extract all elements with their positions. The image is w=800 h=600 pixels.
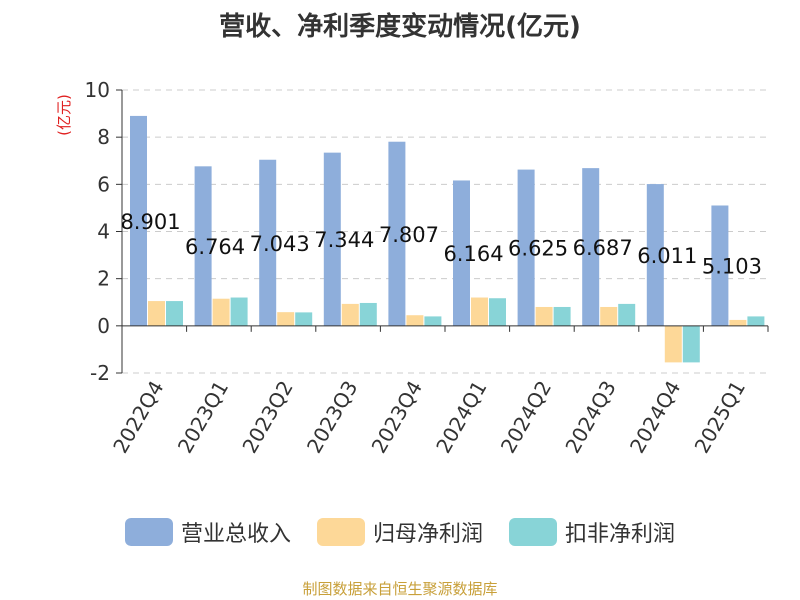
x-tick-label: 2023Q1 (173, 377, 233, 458)
legend-swatch-revenue (124, 518, 173, 546)
bar-2 (148, 301, 165, 326)
legend-swatch-net-profit (316, 518, 365, 546)
data-label: 6.625 (508, 237, 568, 261)
data-label: 6.011 (637, 244, 697, 268)
bar-3 (166, 301, 183, 326)
bar-2 (341, 303, 359, 326)
legend: 营业总收入 归母净利润 扣非净利润 (0, 516, 800, 548)
data-label: 6.764 (185, 235, 245, 259)
legend-label-revenue: 营业总收入 (180, 522, 291, 547)
bar-3 (230, 297, 248, 326)
bar-1 (646, 184, 664, 326)
x-tick-label: 2024Q1 (431, 377, 491, 458)
bar-3 (747, 316, 765, 326)
bar-1 (259, 159, 277, 326)
data-label: 6.164 (443, 242, 503, 266)
data-label: 7.807 (379, 223, 439, 247)
bar-3 (618, 303, 636, 326)
bar-2 (471, 297, 488, 326)
bar-2 (406, 315, 424, 326)
bar-1 (323, 152, 341, 326)
x-tick-label: 2025Q1 (690, 377, 750, 458)
data-label: 7.043 (250, 232, 310, 256)
legend-item-net-profit[interactable]: 归母净利润 (316, 516, 483, 548)
bar-3 (682, 325, 700, 363)
bar-3 (424, 316, 442, 326)
legend-label-deducted-profit: 扣非净利润 (565, 522, 676, 547)
legend-swatch-deducted-profit (509, 518, 557, 546)
chart-source: 制图数据来自恒生聚源数据库 (302, 580, 498, 598)
x-tick-label: 2023Q3 (302, 377, 362, 458)
y-tick-label: 10 (85, 78, 110, 102)
bar-2 (664, 325, 682, 363)
y-tick-label: 4 (97, 220, 110, 244)
legend-label-net-profit: 归母净利润 (372, 522, 483, 547)
x-tick-label: 2023Q2 (237, 377, 297, 458)
bar-1 (711, 205, 729, 326)
y-axis-label: (亿元) (55, 94, 73, 136)
bar-1 (582, 168, 600, 326)
bar-1 (130, 115, 147, 326)
bar-3 (489, 298, 506, 326)
y-tick-label: 8 (97, 125, 110, 149)
x-tick-label: 2024Q2 (496, 377, 556, 458)
bars (130, 115, 765, 363)
y-tick-label: 2 (97, 267, 110, 291)
y-tick-label: 0 (97, 314, 110, 338)
bar-3 (359, 302, 377, 326)
bar-1 (194, 166, 212, 326)
x-tick-label: 2023Q4 (367, 377, 427, 458)
legend-item-revenue[interactable]: 营业总收入 (124, 516, 291, 548)
x-tick-label: 2024Q4 (625, 377, 685, 458)
y-tick-label: -2 (90, 361, 110, 385)
bar-1 (453, 180, 470, 326)
bar-1 (517, 169, 535, 326)
y-tick-label: 6 (97, 172, 110, 196)
data-label: 5.103 (702, 255, 762, 279)
bar-1 (388, 141, 406, 326)
bar-2 (212, 298, 230, 326)
grid-lines (122, 89, 768, 374)
legend-item-deducted-profit[interactable]: 扣非净利润 (509, 516, 675, 548)
bar-2 (729, 319, 747, 326)
data-label: 7.344 (314, 228, 374, 252)
bar-2 (600, 306, 618, 326)
data-label: 6.687 (573, 236, 633, 260)
data-label: 8.901 (120, 210, 180, 234)
bar-2 (277, 312, 295, 326)
x-tick-label: 2024Q3 (560, 377, 620, 458)
chart-title: 营收、净利季度变动情况(亿元) (219, 12, 581, 42)
bar-3 (295, 312, 313, 326)
bar-3 (553, 306, 571, 326)
x-tick-label: 2022Q4 (108, 377, 168, 458)
bar-2 (535, 306, 553, 326)
